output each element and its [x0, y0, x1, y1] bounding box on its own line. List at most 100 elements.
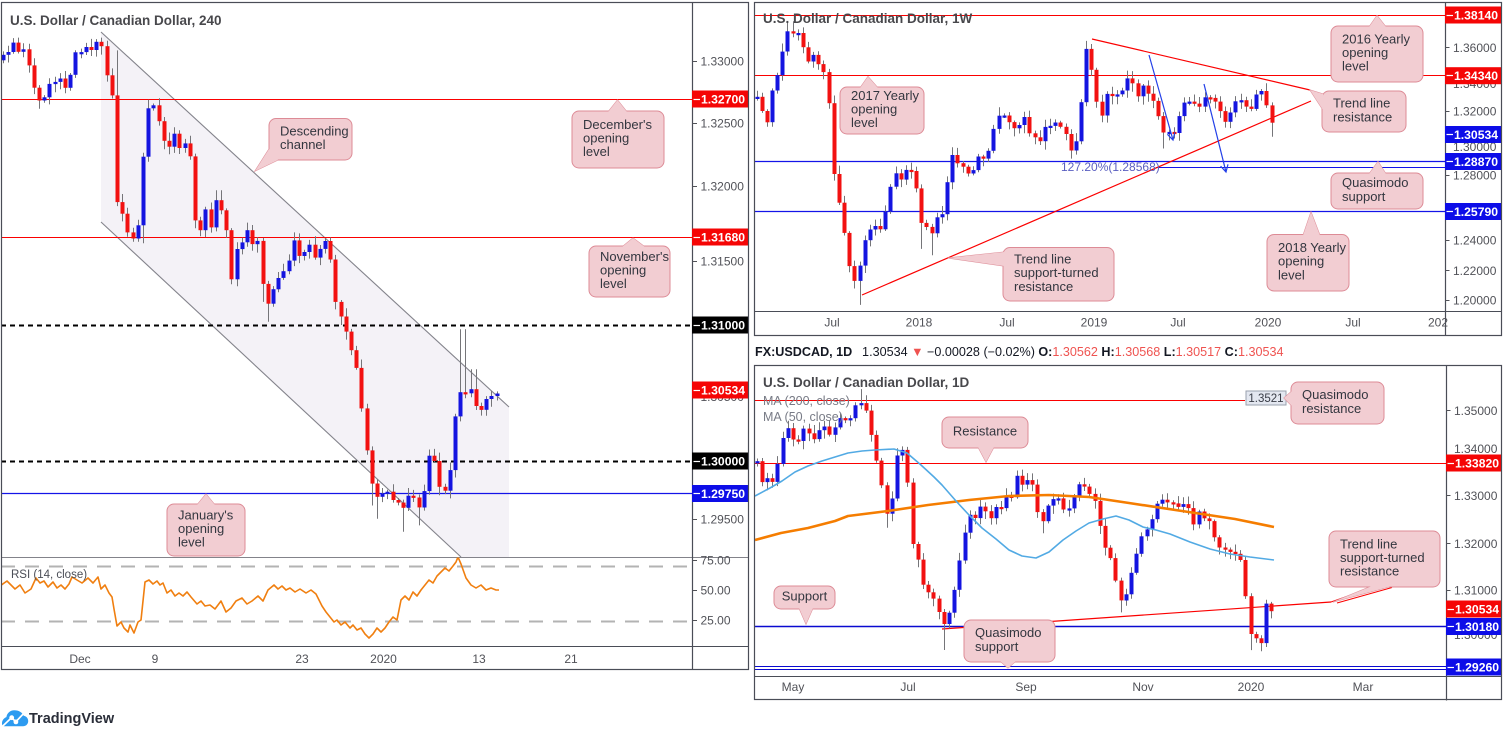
- svg-text:U.S. Dollar / Canadian Dollar,: U.S. Dollar / Canadian Dollar, 1W: [763, 11, 973, 26]
- svg-text:channel: channel: [280, 137, 326, 152]
- svg-text:U.S. Dollar / Canadian Dollar,: U.S. Dollar / Canadian Dollar, 1D: [763, 375, 970, 390]
- svg-text:opening: opening: [600, 262, 646, 277]
- svg-text:resistance: resistance: [1340, 564, 1399, 579]
- svg-text:1.30180: 1.30180: [1455, 620, 1499, 634]
- svg-text:Jul: Jul: [824, 316, 839, 330]
- svg-text:1.35000: 1.35000: [1454, 404, 1498, 418]
- svg-text:Dec: Dec: [69, 652, 90, 666]
- svg-text:1.28000: 1.28000: [1453, 168, 1497, 182]
- svg-text:127.20%(1.28568): 127.20%(1.28568): [1061, 160, 1160, 174]
- svg-text:2018: 2018: [906, 316, 933, 330]
- svg-text:November's: November's: [600, 249, 669, 264]
- svg-text:Resistance: Resistance: [953, 423, 1017, 438]
- svg-text:FX:USDCAD, 1D 1.30534 ▼ −0.00: FX:USDCAD, 1D 1.30534 ▼ −0.00028 (−0.02%…: [755, 345, 1284, 359]
- svg-text:2019: 2019: [1081, 316, 1108, 330]
- svg-text:opening: opening: [851, 101, 897, 116]
- svg-text:1.31000: 1.31000: [701, 318, 745, 332]
- svg-text:support: support: [1342, 189, 1386, 204]
- svg-text:1.25790: 1.25790: [1454, 205, 1498, 219]
- svg-text:Quasimodo: Quasimodo: [1342, 175, 1408, 190]
- svg-text:1.33820: 1.33820: [1455, 456, 1499, 470]
- svg-text:23: 23: [295, 652, 309, 666]
- svg-text:1.28870: 1.28870: [1454, 155, 1498, 169]
- svg-text:25.00: 25.00: [701, 613, 731, 627]
- svg-text:Trend line: Trend line: [1014, 252, 1071, 267]
- svg-text:1.31500: 1.31500: [701, 254, 745, 268]
- svg-text:level: level: [1342, 59, 1369, 74]
- svg-text:21: 21: [564, 652, 578, 666]
- svg-text:resistance: resistance: [1302, 401, 1361, 416]
- svg-text:1.36000: 1.36000: [1453, 41, 1497, 55]
- svg-text:December's: December's: [583, 117, 652, 132]
- svg-text:1.32000: 1.32000: [701, 179, 745, 193]
- svg-text:1.3521: 1.3521: [1248, 393, 1283, 405]
- svg-text:level: level: [600, 276, 627, 291]
- svg-text:Jul: Jul: [1345, 316, 1360, 330]
- svg-text:1.32000: 1.32000: [1454, 537, 1498, 551]
- svg-text:1.20000: 1.20000: [1453, 293, 1497, 307]
- svg-text:1.31000: 1.31000: [1454, 583, 1498, 597]
- svg-text:1.34340: 1.34340: [1454, 69, 1498, 83]
- svg-text:Sep: Sep: [1015, 680, 1037, 694]
- svg-text:support-turned: support-turned: [1014, 265, 1099, 280]
- svg-text:1.29750: 1.29750: [701, 487, 745, 501]
- svg-text:2016 Yearly: 2016 Yearly: [1342, 31, 1410, 46]
- svg-text:1.32500: 1.32500: [701, 116, 745, 130]
- svg-text:Trend line: Trend line: [1333, 96, 1390, 111]
- svg-text:level: level: [1278, 267, 1305, 282]
- svg-text:Mar: Mar: [1353, 680, 1374, 694]
- svg-text:resistance: resistance: [1333, 109, 1392, 124]
- svg-text:opening: opening: [178, 521, 224, 536]
- svg-text:support: support: [975, 639, 1019, 654]
- svg-text:1.32000: 1.32000: [1453, 104, 1497, 118]
- svg-text:RSI (14, close): RSI (14, close): [11, 569, 87, 581]
- svg-text:resistance: resistance: [1014, 279, 1073, 294]
- svg-text:1.38140: 1.38140: [1454, 8, 1498, 22]
- svg-text:Support: Support: [782, 588, 828, 603]
- svg-text:75.00: 75.00: [701, 553, 731, 567]
- svg-text:Trend line: Trend line: [1340, 536, 1397, 551]
- svg-text:2020: 2020: [1238, 680, 1265, 694]
- svg-text:1.30534: 1.30534: [1454, 128, 1498, 142]
- svg-text:1.22000: 1.22000: [1453, 264, 1497, 278]
- svg-text:50.00: 50.00: [701, 583, 731, 597]
- svg-text:1.30534: 1.30534: [1455, 602, 1499, 616]
- svg-text:2020: 2020: [370, 652, 397, 666]
- svg-text:MA (50, close): MA (50, close): [763, 410, 843, 424]
- svg-text:1.30000: 1.30000: [701, 454, 745, 468]
- svg-text:level: level: [851, 115, 878, 130]
- svg-text:May: May: [782, 680, 805, 694]
- svg-text:1.29500: 1.29500: [701, 512, 745, 526]
- svg-text:January's: January's: [178, 507, 234, 522]
- svg-text:opening: opening: [1342, 45, 1388, 60]
- svg-text:1.31680: 1.31680: [701, 230, 745, 244]
- svg-text:1.24000: 1.24000: [1453, 233, 1497, 247]
- svg-text:level: level: [583, 144, 610, 159]
- svg-text:U.S. Dollar / Canadian Dollar,: U.S. Dollar / Canadian Dollar, 240: [10, 13, 222, 28]
- svg-text:Jul: Jul: [900, 680, 915, 694]
- svg-text:TradingView: TradingView: [29, 711, 115, 727]
- svg-text:Quasimodo: Quasimodo: [975, 625, 1041, 640]
- svg-text:1.30534: 1.30534: [701, 383, 745, 397]
- svg-text:opening: opening: [583, 130, 629, 145]
- svg-text:13: 13: [472, 652, 486, 666]
- svg-text:9: 9: [152, 652, 159, 666]
- svg-text:1.32700: 1.32700: [701, 92, 745, 106]
- svg-text:1.34000: 1.34000: [1454, 442, 1498, 456]
- svg-text:Quasimodo: Quasimodo: [1302, 387, 1368, 402]
- svg-text:MA (200, close): MA (200, close): [763, 394, 850, 408]
- svg-text:1.29260: 1.29260: [1455, 660, 1499, 674]
- svg-text:Jul: Jul: [1170, 316, 1185, 330]
- svg-text:support-turned: support-turned: [1340, 550, 1425, 565]
- svg-text:Jul: Jul: [999, 316, 1014, 330]
- svg-text:1.30000: 1.30000: [1453, 140, 1497, 154]
- svg-text:1.33000: 1.33000: [1454, 489, 1498, 503]
- svg-text:2020: 2020: [1255, 316, 1282, 330]
- svg-text:202: 202: [1428, 316, 1448, 330]
- svg-text:1.33000: 1.33000: [701, 54, 745, 68]
- svg-text:Descending: Descending: [280, 123, 349, 138]
- svg-text:Nov: Nov: [1132, 680, 1153, 694]
- svg-text:2018 Yearly: 2018 Yearly: [1278, 240, 1346, 255]
- svg-text:opening: opening: [1278, 254, 1324, 269]
- svg-text:level: level: [178, 535, 205, 550]
